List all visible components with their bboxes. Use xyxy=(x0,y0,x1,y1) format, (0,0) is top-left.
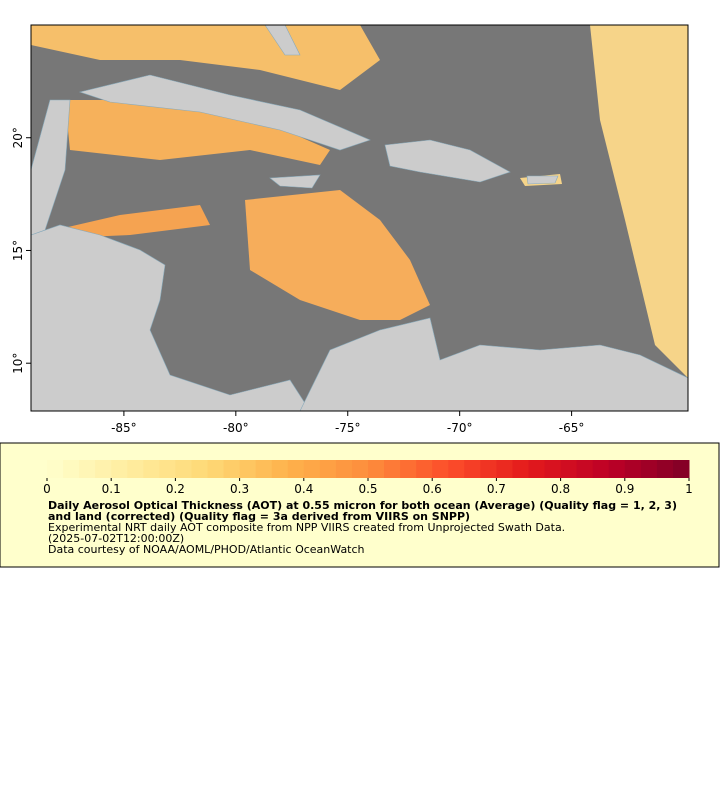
colorbar-swatch xyxy=(47,460,64,478)
colorbar-tick-label: 0.5 xyxy=(358,482,377,496)
colorbar-swatch xyxy=(672,460,690,478)
colorbar-swatch xyxy=(303,460,321,478)
colorbar-swatch xyxy=(400,460,417,478)
x-tick-label: -75° xyxy=(335,421,361,435)
colorbar-tick-label: 0.4 xyxy=(294,482,313,496)
colorbar-swatch xyxy=(287,460,305,478)
y-tick-label: 15° xyxy=(11,240,25,261)
colorbar-swatch xyxy=(319,460,337,478)
colorbar-swatch xyxy=(656,460,674,478)
colorbar: 0 0.1 0.2 0.3 0.4 0.5 0.6 0.7 0.8 0.9 1 xyxy=(43,460,693,496)
colorbar-swatch xyxy=(432,460,449,478)
colorbar-swatch xyxy=(576,460,594,478)
colorbar-swatch xyxy=(175,460,192,478)
y-tick-label: 10° xyxy=(11,353,25,374)
colorbar-tick-label: 0.3 xyxy=(230,482,249,496)
colorbar-swatch xyxy=(624,460,642,478)
legend-line: (2025-07-02T12:00:00Z) xyxy=(48,532,185,545)
colorbar-swatch xyxy=(127,460,144,478)
colorbar-tick-label: 0 xyxy=(43,482,51,496)
colorbar-tick-label: 0.8 xyxy=(551,482,570,496)
x-tick-label: -65° xyxy=(559,421,585,435)
legend-text: Daily Aerosol Optical Thickness (AOT) at… xyxy=(48,500,688,555)
legend-line: Data courtesy of NOAA/AOML/PHOD/Atlantic… xyxy=(48,543,365,556)
legend-title: Daily Aerosol Optical Thickness (AOT) at… xyxy=(48,499,677,523)
x-tick-label: -85° xyxy=(111,421,137,435)
colorbar-swatch xyxy=(95,460,112,478)
colorbar-swatch xyxy=(640,460,658,478)
axes: -85° -80° -75° -70° -65° 10° 15° 20° xyxy=(11,127,584,435)
colorbar-swatch xyxy=(159,460,176,478)
colorbar-tick-label: 0.7 xyxy=(487,482,506,496)
x-tick-label: -70° xyxy=(447,421,473,435)
colorbar-swatch xyxy=(528,460,546,478)
colorbar-tick-label: 0.2 xyxy=(166,482,185,496)
colorbar-swatch xyxy=(464,460,481,478)
x-tick-label: -80° xyxy=(223,421,249,435)
colorbar-swatch xyxy=(191,460,208,478)
colorbar-swatch xyxy=(512,460,529,478)
legend-line: Experimental NRT daily AOT composite fro… xyxy=(48,521,566,534)
colorbar-swatch xyxy=(608,460,626,478)
colorbar-swatch xyxy=(79,460,96,478)
land xyxy=(30,24,689,412)
colorbar-swatch xyxy=(560,460,578,478)
colorbar-swatch xyxy=(416,460,433,478)
colorbar-tick-label: 1 xyxy=(685,482,693,496)
map-frame xyxy=(30,24,689,412)
colorbar-swatch xyxy=(239,460,257,478)
colorbar-swatch xyxy=(255,460,273,478)
colorbar-swatch xyxy=(448,460,465,478)
colorbar-swatch xyxy=(111,460,128,478)
colorbar-swatch xyxy=(143,460,160,478)
colorbar-swatch xyxy=(223,460,241,478)
colorbar-swatch xyxy=(544,460,562,478)
colorbar-tick-label: 0.9 xyxy=(615,482,634,496)
colorbar-swatch xyxy=(271,460,289,478)
colorbar-swatch xyxy=(335,460,353,478)
y-tick-label: 20° xyxy=(11,127,25,148)
colorbar-swatch xyxy=(368,460,385,478)
colorbar-swatch xyxy=(496,460,513,478)
colorbar-tick-label: 0.6 xyxy=(423,482,442,496)
colorbar-tick-label: 0.1 xyxy=(102,482,121,496)
colorbar-swatch xyxy=(480,460,497,478)
colorbar-swatch xyxy=(63,460,80,478)
colorbar-swatch xyxy=(592,460,610,478)
colorbar-swatch xyxy=(351,460,369,478)
colorbar-swatch xyxy=(207,460,225,478)
colorbar-swatch xyxy=(384,460,401,478)
